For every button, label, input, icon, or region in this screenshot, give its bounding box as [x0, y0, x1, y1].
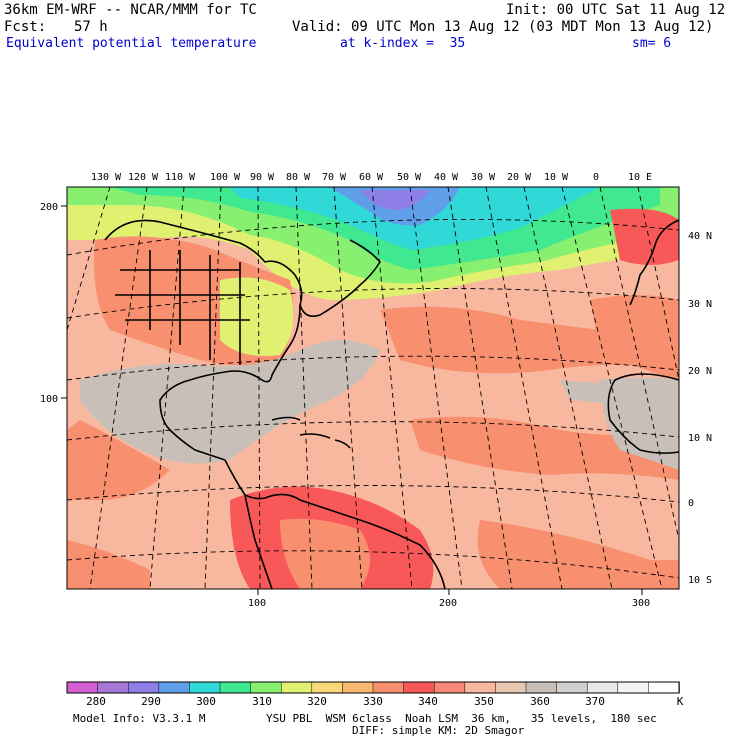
lat-label: 10 S — [688, 575, 712, 586]
colorbar-swatch — [464, 681, 497, 694]
lon-label: 100 W — [210, 172, 241, 183]
colorbar — [66, 681, 680, 694]
lon-label: 30 W — [471, 172, 496, 183]
colorbar-label: 350 — [474, 695, 494, 708]
theta-e-field — [67, 187, 679, 589]
colorbar-swatch — [372, 681, 405, 694]
latitude-labels: 40 N 30 N 20 N 10 N 0 10 S — [688, 231, 712, 586]
colorbar-label: 360 — [530, 695, 550, 708]
colorbar-swatch — [158, 681, 191, 694]
colorbar-label: 340 — [418, 695, 438, 708]
colorbar-label: 330 — [363, 695, 383, 708]
physics-line-1: YSU PBL WSM 6class Noah LSM 36 km, 35 le… — [266, 712, 657, 725]
lon-label: 20 W — [507, 172, 532, 183]
colorbar-swatch — [66, 681, 99, 694]
colorbar-label: 280 — [86, 695, 106, 708]
model-info: Model Info: V3.3.1 M — [73, 712, 206, 725]
colorbar-unit: K — [677, 695, 684, 708]
lon-label: 120 W — [128, 172, 159, 183]
grid-y-label: 100 — [40, 394, 58, 405]
lon-label: 60 W — [359, 172, 384, 183]
valid-time: Valid: 09 UTC Mon 13 Aug 12 (03 MDT Mon … — [292, 19, 714, 35]
lat-label: 30 N — [688, 299, 712, 310]
colorbar-swatch — [97, 681, 129, 694]
lon-label: 80 W — [286, 172, 311, 183]
lat-label: 20 N — [688, 366, 712, 377]
colorbar-swatch — [433, 681, 466, 694]
colorbar-swatch — [250, 681, 282, 694]
colorbar-swatch — [311, 681, 344, 694]
colorbar-swatch — [525, 681, 558, 694]
physics-line-2: DIFF: simple KM: 2D Smagor — [352, 724, 525, 737]
graticule — [67, 187, 679, 589]
colorbar-label: 300 — [196, 695, 216, 708]
lat-label: 0 — [688, 498, 694, 509]
colorbar-swatch — [342, 681, 374, 694]
lon-label: 130 W — [91, 172, 122, 183]
lon-label: 90 W — [250, 172, 275, 183]
colorbar-swatch — [586, 681, 619, 694]
lat-label: 40 N — [688, 231, 712, 242]
grid-y-label: 200 — [40, 202, 58, 213]
lon-label: 40 W — [434, 172, 459, 183]
colorbar-swatch — [403, 681, 435, 694]
colorbar-swatch — [280, 681, 313, 694]
colorbar-swatch — [617, 681, 650, 694]
lon-label: 50 W — [397, 172, 422, 183]
level-index: at k-index = 35 — [340, 36, 466, 51]
lat-label: 10 N — [688, 433, 712, 444]
colorbar-label: 370 — [585, 695, 605, 708]
longitude-labels: 130 W 120 W 110 W 100 W 90 W 80 W 70 W 6… — [91, 172, 652, 183]
colorbar-swatch — [219, 681, 252, 694]
colorbar-swatch — [127, 681, 160, 694]
lon-label: 10 W — [544, 172, 569, 183]
init-time: Init: 00 UTC Sat 11 Aug 12 — [506, 2, 726, 18]
colorbar-swatch — [648, 681, 680, 694]
lon-label: 70 W — [322, 172, 347, 183]
forecast-label: Fcst: — [4, 19, 47, 35]
grid-x-label: 200 — [439, 598, 457, 609]
colorbar-label: 290 — [141, 695, 161, 708]
forecast-hour: 57 h — [74, 19, 108, 35]
colorbar-labels: 280 290 300 310 320 330 340 350 360 370 … — [86, 695, 684, 708]
grid-x-label: 100 — [248, 598, 266, 609]
colorbar-label: 320 — [307, 695, 327, 708]
lon-label: 110 W — [165, 172, 196, 183]
lon-label: 10 E — [628, 172, 652, 183]
smoothing-value: sm= 6 — [632, 36, 672, 51]
field-name: Equivalent potential temperature — [6, 36, 257, 51]
lon-label: 0 — [593, 172, 599, 183]
model-title: 36km EM-WRF -- NCAR/MMM for TC — [4, 2, 257, 18]
colorbar-swatch — [556, 681, 588, 694]
colorbar-swatch — [495, 681, 527, 694]
colorbar-label: 310 — [252, 695, 272, 708]
grid-x-label: 300 — [632, 598, 650, 609]
grid-tick-marks — [61, 205, 643, 595]
colorbar-swatch — [189, 681, 221, 694]
